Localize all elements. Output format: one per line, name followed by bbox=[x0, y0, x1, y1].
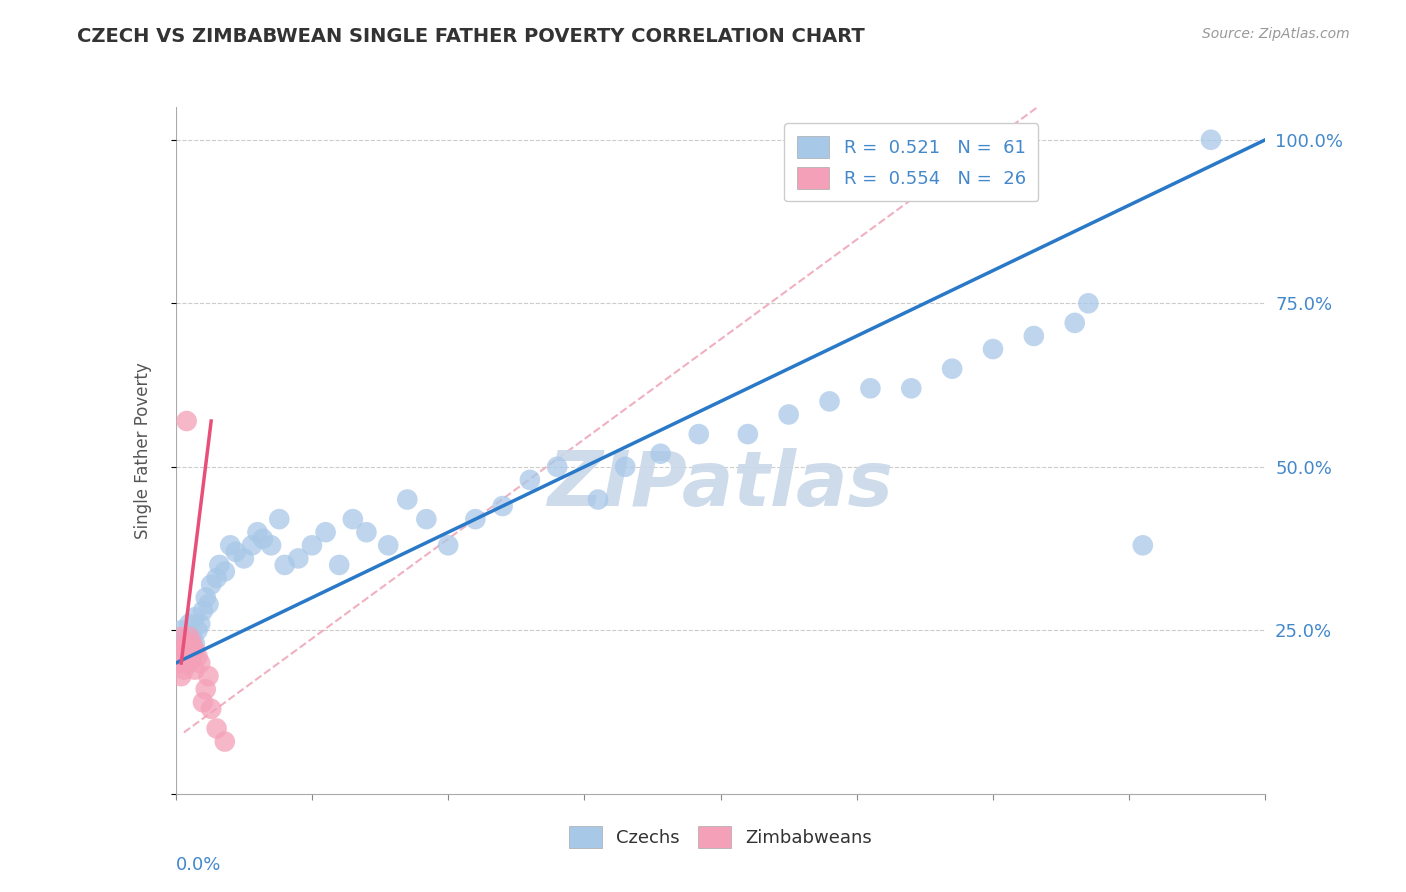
Point bbox=[650, 447, 672, 461]
Point bbox=[176, 630, 198, 644]
Point bbox=[170, 656, 193, 670]
Point bbox=[200, 577, 222, 591]
Point bbox=[274, 558, 297, 572]
Point bbox=[1132, 538, 1154, 552]
Point bbox=[287, 551, 309, 566]
Point bbox=[200, 702, 222, 716]
Point bbox=[191, 604, 214, 618]
Point bbox=[269, 512, 291, 526]
Point bbox=[219, 538, 242, 552]
Point bbox=[167, 643, 190, 657]
Point bbox=[232, 551, 254, 566]
Text: 0.0%: 0.0% bbox=[176, 855, 221, 873]
Point bbox=[252, 532, 274, 546]
Point bbox=[186, 624, 209, 638]
Point bbox=[173, 656, 195, 670]
Point bbox=[900, 381, 922, 395]
Point bbox=[176, 649, 198, 664]
Text: Source: ZipAtlas.com: Source: ZipAtlas.com bbox=[1202, 27, 1350, 41]
Point bbox=[437, 538, 460, 552]
Point bbox=[1077, 296, 1099, 310]
Point bbox=[181, 630, 204, 644]
Point bbox=[586, 492, 609, 507]
Point bbox=[1063, 316, 1085, 330]
Legend: Czechs, Zimbabweans: Czechs, Zimbabweans bbox=[557, 814, 884, 861]
Point bbox=[415, 512, 437, 526]
Point bbox=[184, 663, 207, 677]
Point bbox=[173, 663, 195, 677]
Point bbox=[173, 643, 195, 657]
Point bbox=[377, 538, 399, 552]
Point bbox=[818, 394, 841, 409]
Point bbox=[179, 630, 201, 644]
Point bbox=[342, 512, 364, 526]
Point bbox=[301, 538, 323, 552]
Point bbox=[170, 649, 193, 664]
Point bbox=[214, 565, 236, 579]
Point bbox=[184, 636, 207, 650]
Point bbox=[194, 591, 217, 605]
Point bbox=[328, 558, 350, 572]
Point bbox=[208, 558, 231, 572]
Point bbox=[184, 610, 207, 624]
Point bbox=[1199, 133, 1222, 147]
Point bbox=[188, 656, 211, 670]
Point bbox=[246, 525, 269, 540]
Point bbox=[176, 414, 198, 428]
Point bbox=[205, 571, 228, 585]
Point bbox=[396, 492, 419, 507]
Point bbox=[181, 649, 204, 664]
Point bbox=[179, 643, 201, 657]
Point bbox=[191, 695, 214, 709]
Point bbox=[614, 459, 637, 474]
Point bbox=[179, 656, 201, 670]
Point bbox=[181, 649, 204, 664]
Point bbox=[170, 669, 193, 683]
Point bbox=[688, 427, 710, 442]
Point bbox=[170, 630, 193, 644]
Point bbox=[315, 525, 337, 540]
Point bbox=[778, 408, 800, 422]
Text: CZECH VS ZIMBABWEAN SINGLE FATHER POVERTY CORRELATION CHART: CZECH VS ZIMBABWEAN SINGLE FATHER POVERT… bbox=[77, 27, 865, 45]
Point bbox=[205, 722, 228, 736]
Point bbox=[194, 682, 217, 697]
Point bbox=[859, 381, 882, 395]
Point bbox=[170, 624, 193, 638]
Point bbox=[173, 636, 195, 650]
Point bbox=[188, 616, 211, 631]
Point bbox=[167, 643, 190, 657]
Point bbox=[167, 656, 190, 670]
Point bbox=[941, 361, 963, 376]
Point bbox=[176, 656, 198, 670]
Point bbox=[184, 643, 207, 657]
Point bbox=[546, 459, 568, 474]
Point bbox=[179, 643, 201, 657]
Point bbox=[492, 499, 515, 513]
Point bbox=[356, 525, 378, 540]
Point bbox=[179, 616, 201, 631]
Point bbox=[197, 597, 219, 611]
Point bbox=[519, 473, 541, 487]
Point bbox=[186, 649, 209, 664]
Point bbox=[464, 512, 486, 526]
Point bbox=[260, 538, 283, 552]
Point bbox=[240, 538, 263, 552]
Point bbox=[181, 636, 204, 650]
Point bbox=[214, 734, 236, 748]
Point bbox=[197, 669, 219, 683]
Point bbox=[737, 427, 759, 442]
Text: ZIPatlas: ZIPatlas bbox=[547, 448, 894, 522]
Point bbox=[176, 636, 198, 650]
Point bbox=[981, 342, 1004, 356]
Point bbox=[1022, 329, 1045, 343]
Y-axis label: Single Father Poverty: Single Father Poverty bbox=[134, 362, 152, 539]
Point bbox=[173, 649, 195, 664]
Point bbox=[225, 545, 247, 559]
